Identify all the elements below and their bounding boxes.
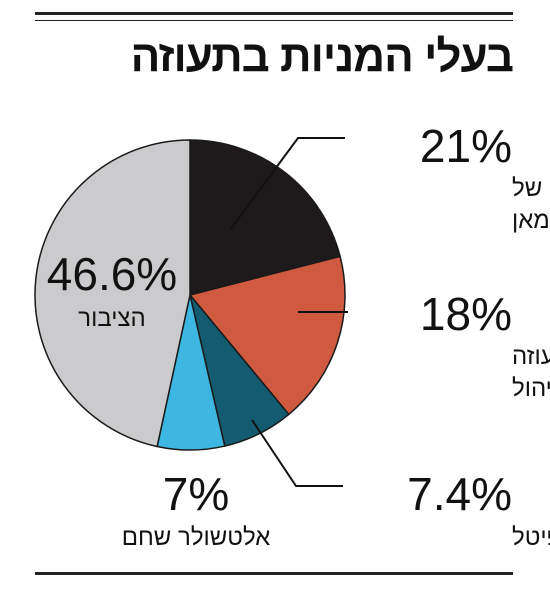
slice-label-public-line1: הציבור xyxy=(78,305,145,332)
top-rule-thin xyxy=(35,20,513,21)
value-label-taoza-holdings: 18% xyxy=(420,288,512,340)
slice-label-taoza-holdings-line2: אחזקה וניהול xyxy=(512,375,550,402)
chart-title: בעלי המניות בתעוזה xyxy=(130,32,514,81)
slice-alfred-mann-estate xyxy=(189,139,342,296)
slice-label-alfred-mann-line1: עזבונו של xyxy=(512,175,550,202)
value-label-altshuler-shaham: 7% xyxy=(163,468,229,520)
top-rule xyxy=(35,12,513,15)
bottom-rule xyxy=(35,572,513,575)
leader-line-tj-capital xyxy=(251,419,343,487)
value-label-public: 46.6% xyxy=(47,248,177,300)
slice-label-taoza-holdings-line1: תעוזה xyxy=(512,343,550,370)
slice-label-alfred-mann-line2: אלפרד מאן xyxy=(512,207,550,234)
slice-public xyxy=(34,139,191,448)
leader-line-alfred-mann xyxy=(229,137,345,231)
value-label-tj-capital: 7.4% xyxy=(407,468,512,520)
value-label-alfred-mann: 21% xyxy=(420,120,512,172)
slice-label-altshuler-shaham-line1: אלטשולר שחם xyxy=(122,524,271,551)
slice-taoza-holdings xyxy=(188,255,346,416)
slice-label-tj-capital-line1: טי ג'יי קפיטל xyxy=(512,524,550,551)
